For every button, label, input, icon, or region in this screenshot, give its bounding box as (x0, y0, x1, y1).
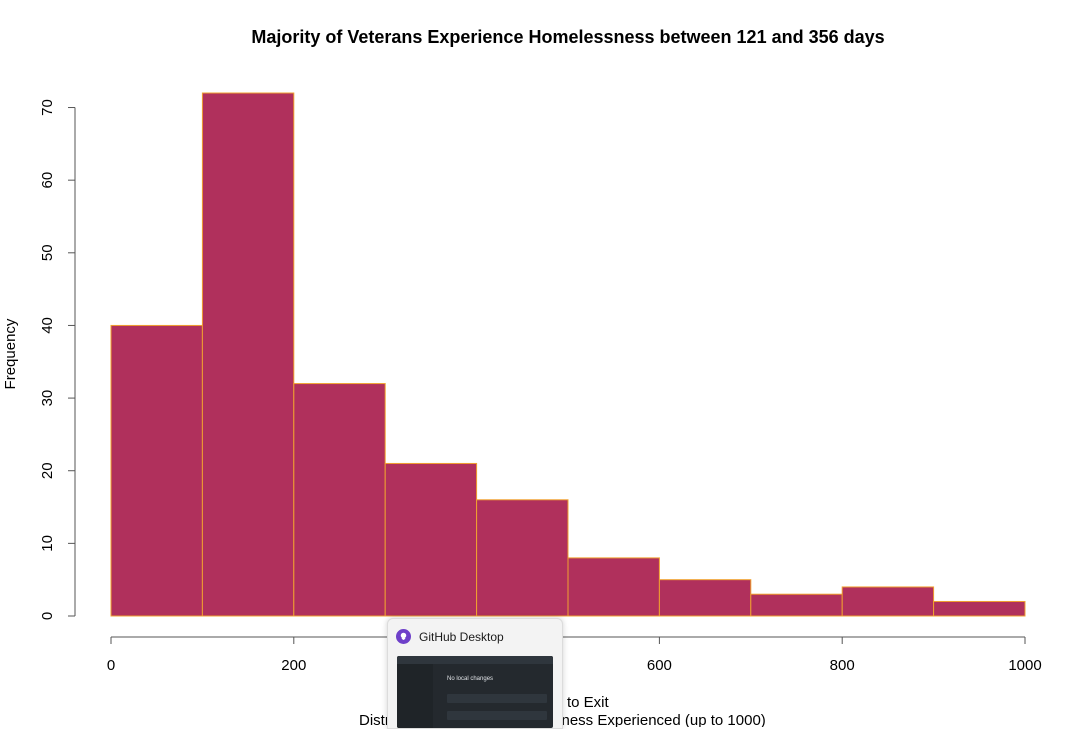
x-axis-label-line2: Distr (359, 712, 390, 727)
x-axis-label-line2-tail: sness Experienced (up to 1000) (554, 712, 766, 727)
histogram-bar (293, 383, 386, 617)
x-tick-label: 600 (647, 657, 672, 674)
x-tick-label: 800 (830, 657, 855, 674)
y-tick-label: 40 (39, 317, 56, 334)
thumbnail-sidebar (397, 664, 433, 728)
y-tick-label: 30 (39, 390, 56, 407)
x-axis: 02004006008001000 (107, 636, 1042, 674)
x-axis-label-line1: to Exit (567, 694, 610, 711)
popup-title: GitHub Desktop (419, 629, 504, 644)
y-axis-label: Frequency (2, 318, 19, 389)
histogram-bar (750, 593, 843, 617)
histogram-bar (476, 499, 569, 617)
y-tick-label: 50 (39, 244, 56, 261)
x-tick-label: 1000 (1008, 657, 1041, 674)
y-tick-label: 0 (39, 612, 56, 620)
histogram-bar (933, 600, 1026, 617)
window-thumbnail[interactable]: No local changes (397, 656, 553, 728)
y-tick-label: 70 (39, 99, 56, 116)
thumbnail-card (447, 711, 547, 720)
taskbar-preview-popup[interactable]: GitHub Desktop No local changes (387, 618, 563, 729)
histogram-bar (110, 324, 203, 617)
y-tick-label: 10 (39, 535, 56, 552)
histogram-bar (201, 92, 295, 617)
x-tick-label: 0 (107, 657, 115, 674)
chart-title: Majority of Veterans Experience Homeless… (251, 27, 884, 47)
bars-group (110, 92, 1026, 617)
y-tick-label: 60 (39, 172, 56, 189)
x-tick-label: 200 (281, 657, 306, 674)
y-axis: 0 10 20 30 40 50 60 70 (39, 99, 76, 620)
histogram-bar (384, 462, 478, 617)
y-tick-label: 20 (39, 462, 56, 479)
histogram-bar (841, 586, 935, 617)
histogram-bar (658, 579, 752, 617)
popup-header: GitHub Desktop (396, 629, 504, 644)
histogram-bar (567, 557, 660, 617)
github-icon (396, 629, 411, 644)
thumbnail-heading: No local changes (447, 676, 494, 682)
thumbnail-topbar (397, 656, 553, 664)
thumbnail-card (447, 694, 547, 703)
